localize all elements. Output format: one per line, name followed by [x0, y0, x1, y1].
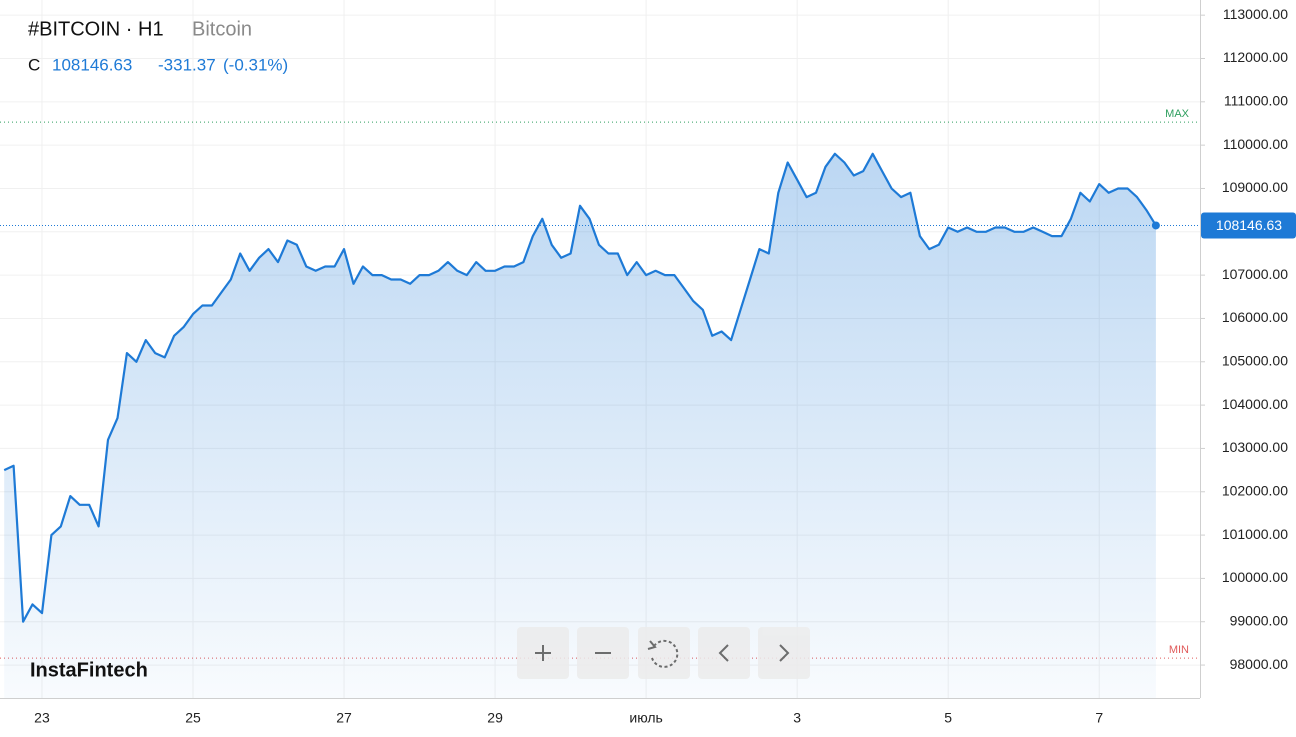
- y-tick-label: 100000.00: [1222, 569, 1288, 585]
- watermark: InstaFintech: [30, 659, 148, 681]
- zoom-controls: [517, 627, 810, 679]
- max-line-label: MAX: [1165, 108, 1190, 120]
- min-line-label: MIN: [1169, 644, 1189, 656]
- scroll-right-button[interactable]: [758, 627, 810, 679]
- price-tag: [1201, 212, 1296, 239]
- change: -331.37: [158, 55, 216, 74]
- symbol: #BITCOIN · H1: [28, 18, 164, 40]
- line: [3, 152, 1157, 623]
- reset-button[interactable]: [638, 627, 690, 679]
- scroll-left-button[interactable]: [698, 627, 750, 679]
- plot: MAX MIN: [0, 108, 1200, 699]
- y-tick-label: 110000.00: [1223, 136, 1288, 152]
- y-tick-label: 105000.00: [1222, 352, 1288, 368]
- y-tick-label: 107000.00: [1222, 266, 1288, 282]
- y-tick-label: 106000.00: [1222, 309, 1288, 325]
- y-tick-label: 111000.00: [1224, 93, 1288, 109]
- y-tick-label: 112000.00: [1223, 49, 1288, 65]
- y-tick-label: 102000.00: [1222, 482, 1288, 498]
- axes: 98000.00 99000.00 100000.00 101000.00 102000…: [34, 6, 1296, 726]
- instrument-name: Bitcoin: [192, 18, 252, 40]
- zoom-in-button[interactable]: [517, 627, 569, 679]
- y-tick-label: 98000.00: [1230, 656, 1289, 672]
- x-tick-label: 3: [793, 710, 801, 726]
- x-tick-label: 7: [1095, 710, 1103, 726]
- y-tick-label: 104000.00: [1222, 396, 1288, 412]
- price-tag-label: 108146.63: [1216, 217, 1282, 233]
- close-value: 108146.63: [52, 55, 132, 74]
- y-tick-label: 101000.00: [1222, 526, 1288, 542]
- zoom-out-button[interactable]: [577, 627, 629, 679]
- change-pct: (-0.31%): [223, 55, 288, 74]
- area: [4, 153, 1156, 699]
- y-tick-label: 99000.00: [1230, 612, 1289, 628]
- x-tick-label: 5: [944, 710, 952, 726]
- x-tick-label: 23: [34, 710, 50, 726]
- close-prefix: C: [28, 55, 40, 74]
- y-tick-label: 103000.00: [1222, 439, 1288, 455]
- y-tick-label: 109000.00: [1222, 179, 1288, 195]
- x-tick-label: 29: [487, 710, 503, 726]
- x-tick-label: июль: [629, 710, 662, 726]
- x-tick-label: 25: [185, 710, 201, 726]
- x-tick-label: 27: [336, 710, 352, 726]
- last-point: [1151, 221, 1160, 230]
- y-tick-label: 113000.00: [1223, 6, 1288, 22]
